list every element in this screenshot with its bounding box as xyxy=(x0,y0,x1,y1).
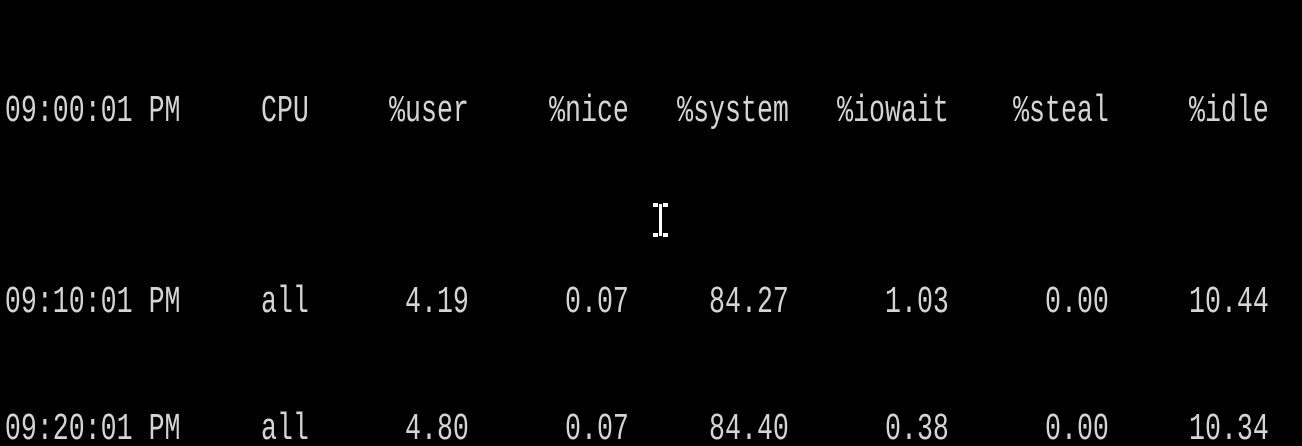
header-timestamp: 09:00:01 PM xyxy=(4,89,181,133)
table-row: 09:10:01 PM all 4.19 0.07 84.27 1.03 0.0… xyxy=(4,280,1302,324)
column-header-iowait: %iowait xyxy=(837,89,949,133)
cell-system: 84.27 xyxy=(709,280,789,324)
table-header-row: 09:00:01 PM CPU %user %nice %system %iow… xyxy=(4,89,1302,133)
cell-time: 09:10:01 PM xyxy=(4,280,181,324)
cell-idle: 10.44 xyxy=(1189,280,1269,324)
cell-nice: 0.07 xyxy=(565,280,629,324)
column-header-cpu: CPU xyxy=(261,89,309,133)
cell-user: 4.80 xyxy=(405,408,469,446)
cell-iowait: 1.03 xyxy=(885,280,949,324)
column-header-idle: %idle xyxy=(1189,89,1269,133)
cell-steal: 0.00 xyxy=(1045,408,1109,446)
cell-cpu: all xyxy=(261,408,309,446)
cell-system: 84.40 xyxy=(709,408,789,446)
column-header-nice: %nice xyxy=(549,89,629,133)
cell-steal: 0.00 xyxy=(1045,280,1109,324)
ibeam-cursor-icon xyxy=(653,203,668,237)
cell-idle: 10.34 xyxy=(1189,408,1269,446)
cell-cpu: all xyxy=(261,280,309,324)
column-header-user: %user xyxy=(389,89,469,133)
cell-user: 4.19 xyxy=(405,280,469,324)
column-header-system: %system xyxy=(677,89,789,133)
table-body: 09:10:01 PM all 4.19 0.07 84.27 1.03 0.0… xyxy=(5,223,1302,446)
column-header-steal: %steal xyxy=(1013,89,1109,133)
cell-iowait: 0.38 xyxy=(885,408,949,446)
cell-nice: 0.07 xyxy=(565,408,629,446)
table-row: 09:20:01 PM all 4.80 0.07 84.40 0.38 0.0… xyxy=(4,408,1302,446)
cell-time: 09:20:01 PM xyxy=(4,408,181,446)
